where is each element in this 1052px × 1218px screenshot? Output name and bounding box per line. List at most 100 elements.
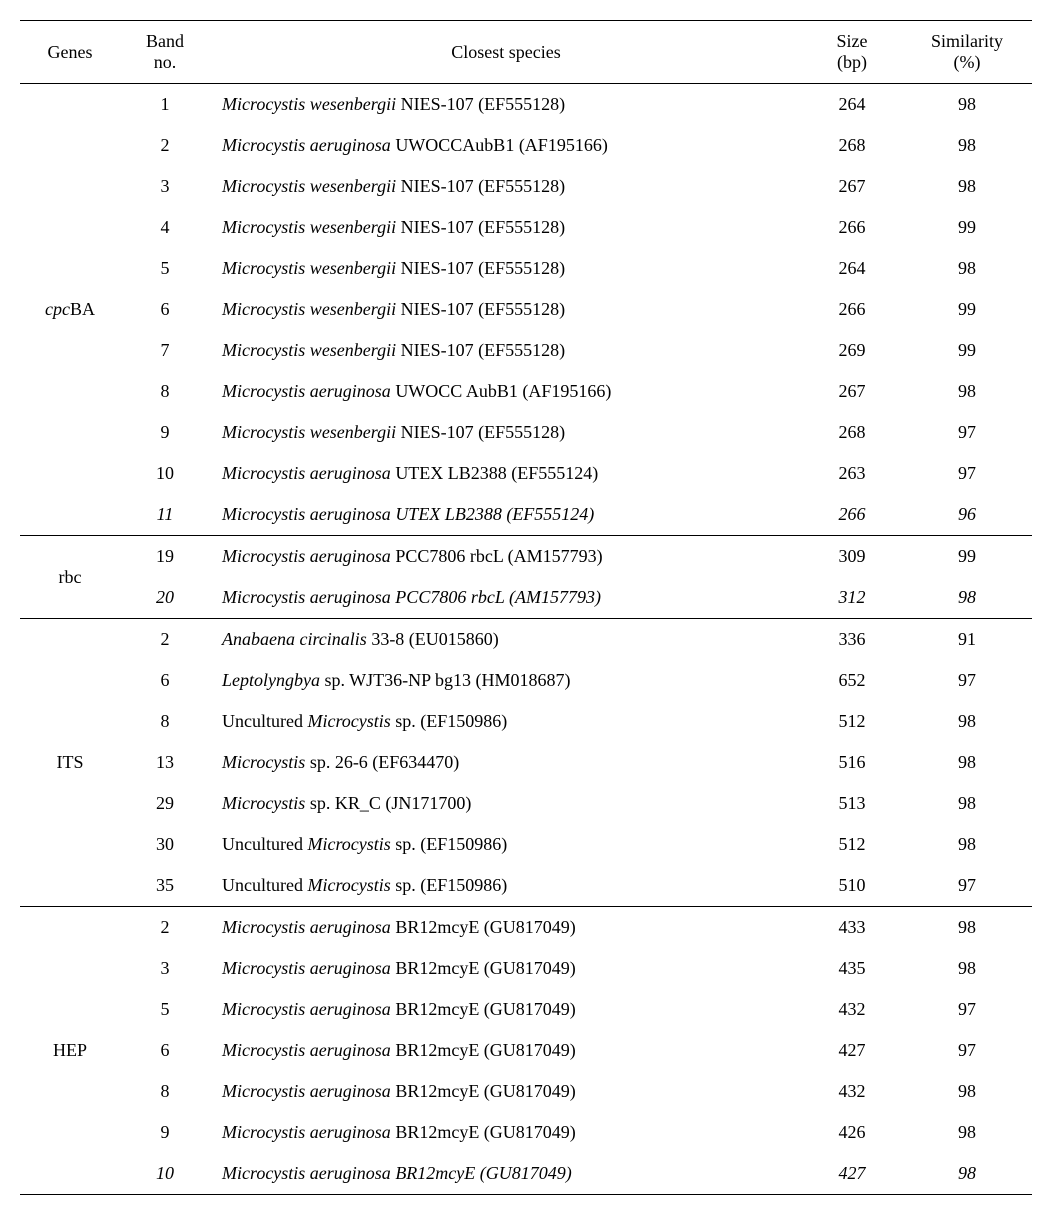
sim-cell: 98 [902,701,1032,742]
size-cell: 432 [802,1071,902,1112]
band-cell: 8 [120,1071,210,1112]
sim-cell: 98 [902,948,1032,989]
table-row: 10Microcystis aeruginosa UTEX LB2388 (EF… [20,453,1032,494]
table-row: HEP2Microcystis aeruginosa BR12mcyE (GU8… [20,907,1032,949]
header-genes: Genes [20,21,120,84]
band-cell: 8 [120,371,210,412]
species-cell: Microcystis aeruginosa BR12mcyE (GU81704… [210,907,802,949]
band-cell: 2 [120,619,210,661]
table-row: 11Microcystis aeruginosa UTEX LB2388 (EF… [20,494,1032,536]
size-cell: 433 [802,907,902,949]
sim-cell: 98 [902,907,1032,949]
table-row: 5Microcystis aeruginosa BR12mcyE (GU8170… [20,989,1032,1030]
table-row: cpcBA1Microcystis wesenbergii NIES-107 (… [20,84,1032,126]
sim-cell: 98 [902,783,1032,824]
table-row: 3Microcystis wesenbergii NIES-107 (EF555… [20,166,1032,207]
size-cell: 510 [802,865,902,907]
band-cell: 6 [120,660,210,701]
species-cell: Microcystis aeruginosa BR12mcyE (GU81704… [210,1153,802,1195]
species-cell: Microcystis aeruginosa PCC7806 rbcL (AM1… [210,536,802,578]
species-cell: Microcystis aeruginosa UWOCCAubB1 (AF195… [210,125,802,166]
header-size: Size (bp) [802,21,902,84]
species-cell: Leptolyngbya sp. WJT36-NP bg13 (HM018687… [210,660,802,701]
sim-cell: 98 [902,166,1032,207]
species-cell: Anabaena circinalis 33-8 (EU015860) [210,619,802,661]
band-cell: 20 [120,577,210,619]
size-cell: 312 [802,577,902,619]
band-cell: 3 [120,166,210,207]
band-cell: 13 [120,742,210,783]
band-cell: 5 [120,989,210,1030]
sim-cell: 98 [902,84,1032,126]
table-row: 3Microcystis aeruginosa BR12mcyE (GU8170… [20,948,1032,989]
sim-cell: 98 [902,371,1032,412]
band-cell: 4 [120,207,210,248]
size-cell: 512 [802,701,902,742]
header-size-l1: Size [837,31,868,51]
species-cell: Uncultured Microcystis sp. (EF150986) [210,701,802,742]
size-cell: 267 [802,371,902,412]
size-cell: 427 [802,1153,902,1195]
species-cell: Uncultured Microcystis sp. (EF150986) [210,824,802,865]
table-row: 8Microcystis aeruginosa UWOCC AubB1 (AF1… [20,371,1032,412]
size-cell: 266 [802,207,902,248]
table-row: rbc19Microcystis aeruginosa PCC7806 rbcL… [20,536,1032,578]
sim-cell: 97 [902,989,1032,1030]
species-cell: Microcystis wesenbergii NIES-107 (EF5551… [210,330,802,371]
table-row: 20Microcystis aeruginosa PCC7806 rbcL (A… [20,577,1032,619]
sim-cell: 99 [902,536,1032,578]
header-sim-l2: (%) [954,52,981,72]
species-cell: Microcystis aeruginosa BR12mcyE (GU81704… [210,1030,802,1071]
header-band-l2: no. [154,52,177,72]
sim-cell: 98 [902,248,1032,289]
band-cell: 7 [120,330,210,371]
header-row: Genes Band no. Closest species Size (bp)… [20,21,1032,84]
species-cell: Microcystis aeruginosa UTEX LB2388 (EF55… [210,453,802,494]
sim-cell: 98 [902,577,1032,619]
size-cell: 267 [802,166,902,207]
table-body: cpcBA1Microcystis wesenbergii NIES-107 (… [20,84,1032,1195]
band-cell: 6 [120,289,210,330]
species-cell: Microcystis aeruginosa BR12mcyE (GU81704… [210,1112,802,1153]
size-cell: 263 [802,453,902,494]
size-cell: 309 [802,536,902,578]
size-cell: 426 [802,1112,902,1153]
sim-cell: 97 [902,453,1032,494]
band-cell: 9 [120,1112,210,1153]
species-cell: Microcystis aeruginosa UWOCC AubB1 (AF19… [210,371,802,412]
table-row: 29Microcystis sp. KR_C (JN171700)51398 [20,783,1032,824]
table-row: ITS2Anabaena circinalis 33-8 (EU015860)3… [20,619,1032,661]
sim-cell: 97 [902,412,1032,453]
header-band: Band no. [120,21,210,84]
band-cell: 5 [120,248,210,289]
header-sim-l1: Similarity [931,31,1003,51]
species-cell: Microcystis wesenbergii NIES-107 (EF5551… [210,84,802,126]
band-cell: 19 [120,536,210,578]
table-row: 6Microcystis aeruginosa BR12mcyE (GU8170… [20,1030,1032,1071]
band-cell: 9 [120,412,210,453]
gene-cell: ITS [20,619,120,907]
header-sim: Similarity (%) [902,21,1032,84]
table-row: 2Microcystis aeruginosa UWOCCAubB1 (AF19… [20,125,1032,166]
size-cell: 652 [802,660,902,701]
band-cell: 6 [120,1030,210,1071]
header-size-l2: (bp) [837,52,867,72]
header-band-l1: Band [146,31,184,51]
size-cell: 512 [802,824,902,865]
table-row: 8Microcystis aeruginosa BR12mcyE (GU8170… [20,1071,1032,1112]
band-cell: 2 [120,125,210,166]
sim-cell: 98 [902,742,1032,783]
sim-cell: 99 [902,207,1032,248]
table-row: 35Uncultured Microcystis sp. (EF150986)5… [20,865,1032,907]
band-cell: 10 [120,453,210,494]
size-cell: 268 [802,412,902,453]
species-cell: Microcystis wesenbergii NIES-107 (EF5551… [210,289,802,330]
size-cell: 269 [802,330,902,371]
table-row: 13Microcystis sp. 26-6 (EF634470)51698 [20,742,1032,783]
band-cell: 29 [120,783,210,824]
table-row: 4Microcystis wesenbergii NIES-107 (EF555… [20,207,1032,248]
species-cell: Uncultured Microcystis sp. (EF150986) [210,865,802,907]
sim-cell: 97 [902,660,1032,701]
species-cell: Microcystis wesenbergii NIES-107 (EF5551… [210,207,802,248]
band-cell: 30 [120,824,210,865]
